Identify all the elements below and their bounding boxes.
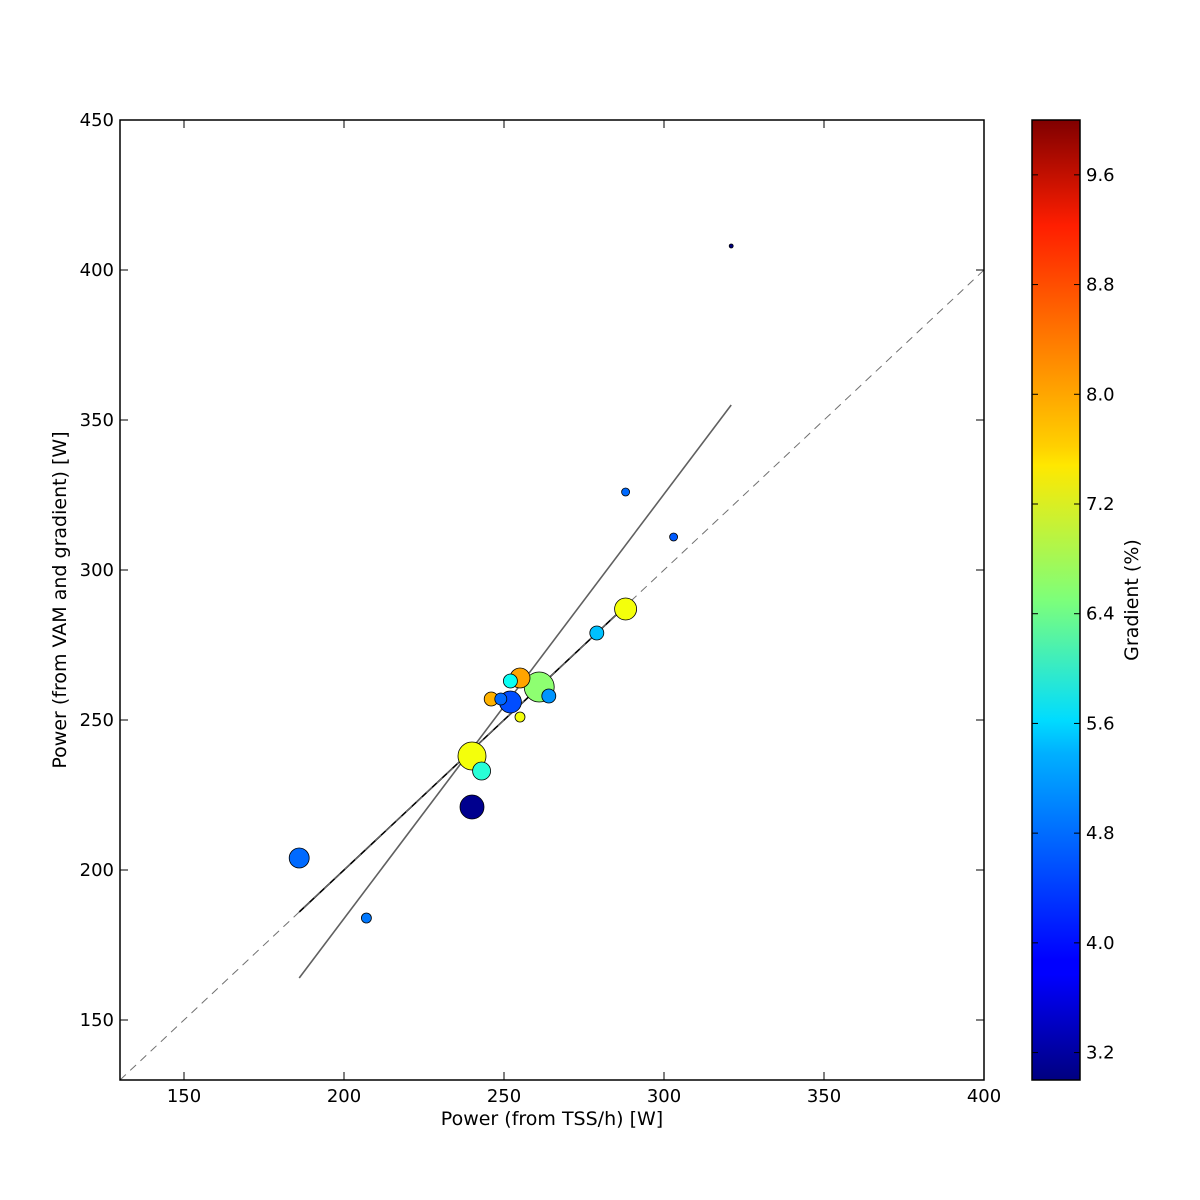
data-point <box>541 688 557 704</box>
y-tick-label: 450 <box>80 110 114 131</box>
data-point <box>459 794 485 820</box>
y-axis-label: Power (from VAM and gradient) [W] <box>49 431 71 768</box>
x-axis-ticks: 150 200 250 300 350 400 <box>167 120 1001 1107</box>
colorbar-label: Gradient (%) <box>1121 539 1143 661</box>
x-tick-label: 200 <box>327 1086 361 1107</box>
plot-area <box>120 243 984 1080</box>
data-point <box>589 625 605 641</box>
data-point <box>472 761 492 781</box>
data-point <box>728 243 734 249</box>
line-fit-grey <box>298 404 732 979</box>
colorbar-tick-label: 4.0 <box>1086 933 1115 954</box>
y-tick-label: 300 <box>80 560 114 581</box>
data-points <box>288 243 734 924</box>
colorbar-tick-label: 8.8 <box>1086 275 1115 296</box>
y-tick-label: 250 <box>80 710 114 731</box>
colorbar-gradient <box>1032 120 1080 1080</box>
line-identity <box>120 269 984 1080</box>
colorbar-ticks: 3.2 4.0 4.8 5.6 6.4 7.2 8.0 8.8 9.6 <box>1032 165 1115 1064</box>
colorbar-tick-label: 7.2 <box>1086 494 1115 515</box>
data-point <box>614 597 637 621</box>
x-tick-label: 350 <box>807 1086 841 1107</box>
x-axis-label: Power (from TSS/h) [W] <box>441 1108 663 1130</box>
fit-lines <box>120 269 984 1080</box>
colorbar-tick-label: 4.8 <box>1086 823 1115 844</box>
data-point <box>494 692 508 706</box>
colorbar-tick-label: 5.6 <box>1086 713 1115 734</box>
colorbar-frame <box>1031 119 1081 1081</box>
data-point <box>360 912 372 924</box>
data-point <box>621 487 630 497</box>
data-point <box>669 532 678 542</box>
x-tick-label: 300 <box>647 1086 681 1107</box>
y-tick-label: 400 <box>80 260 114 281</box>
x-tick-label: 400 <box>967 1086 1001 1107</box>
x-tick-label: 150 <box>167 1086 201 1107</box>
plot-frame <box>119 119 985 1081</box>
data-point <box>514 711 526 723</box>
colorbar-tick-label: 3.2 <box>1086 1043 1115 1064</box>
colorbar-tick-label: 9.6 <box>1086 165 1115 186</box>
y-tick-label: 150 <box>80 1010 114 1031</box>
colorbar-tick-label: 8.0 <box>1086 384 1115 405</box>
y-axis-ticks: 150 200 250 300 350 400 450 <box>80 110 984 1031</box>
y-tick-label: 200 <box>80 860 114 881</box>
x-tick-label: 250 <box>487 1086 521 1107</box>
data-point <box>288 847 310 869</box>
colorbar-tick-label: 6.4 <box>1086 604 1115 625</box>
y-tick-label: 350 <box>80 410 114 431</box>
data-point <box>502 673 518 689</box>
colorbar: 3.2 4.0 4.8 5.6 6.4 7.2 8.0 8.8 9.6 Gradient (%) <box>1031 119 1143 1081</box>
